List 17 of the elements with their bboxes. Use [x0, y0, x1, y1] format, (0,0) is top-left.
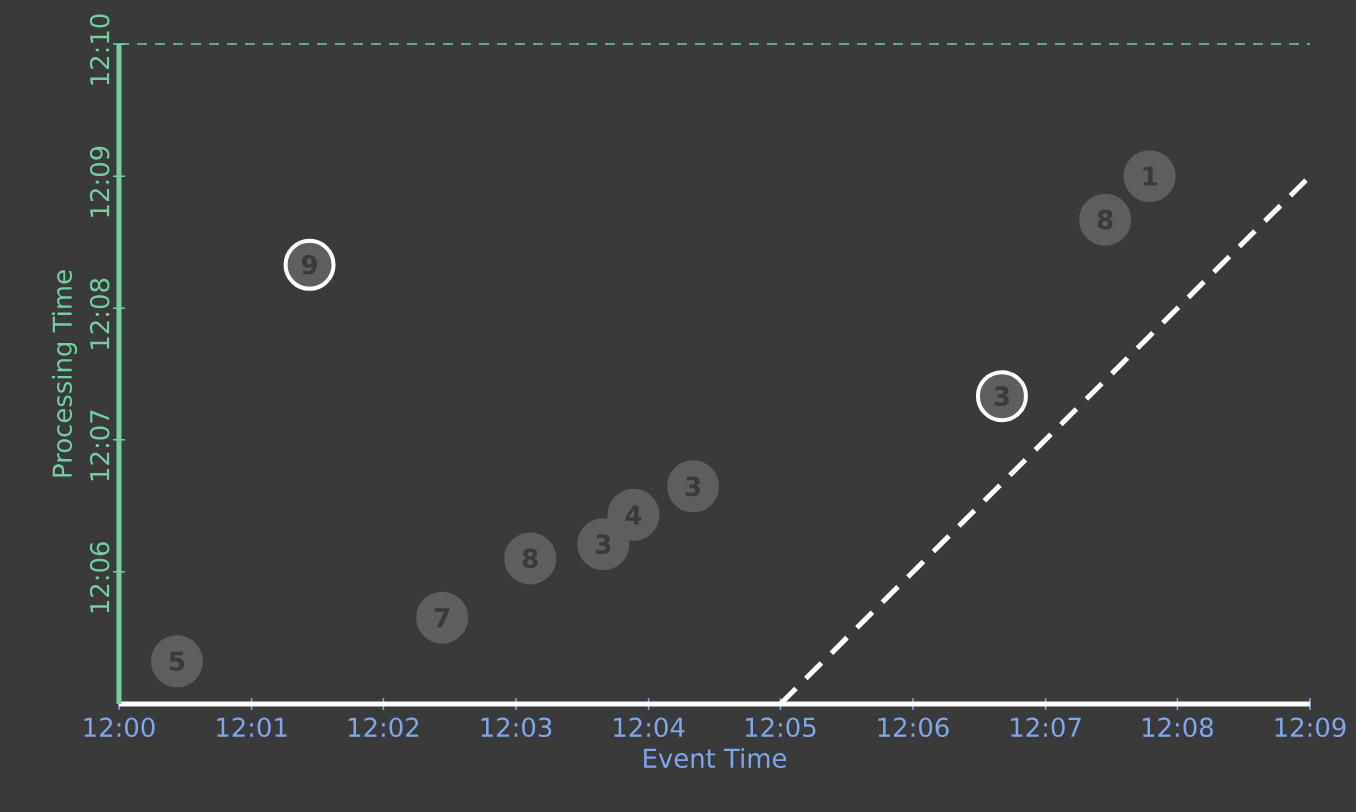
- x-axis-title: Event Time: [644, 747, 787, 768]
- x-tick-label: 12:09: [1275, 717, 1346, 738]
- x-tick-label: 12:00: [84, 717, 155, 738]
- x-tick-label: 12:05: [745, 717, 816, 738]
- y-tick-label: 12:10: [89, 14, 110, 85]
- x-tick-label: 12:01: [217, 717, 287, 738]
- x-tick-label: 12:04: [614, 717, 685, 738]
- y-axis-title: Processing Time: [51, 270, 78, 477]
- x-tick-label: 12:07: [1011, 717, 1081, 738]
- x-tick-label: 12:03: [481, 717, 552, 738]
- y-tick-label: 12:08: [89, 278, 110, 349]
- x-tick-label: 12:02: [348, 717, 419, 738]
- y-tick-label: 12:09: [89, 146, 110, 217]
- x-tick-label: 12:08: [1142, 717, 1213, 738]
- x-tick-label: 12:06: [878, 717, 949, 738]
- y-tick-label: 12:06: [89, 542, 110, 613]
- y-tick-label: 12:07: [89, 410, 110, 481]
